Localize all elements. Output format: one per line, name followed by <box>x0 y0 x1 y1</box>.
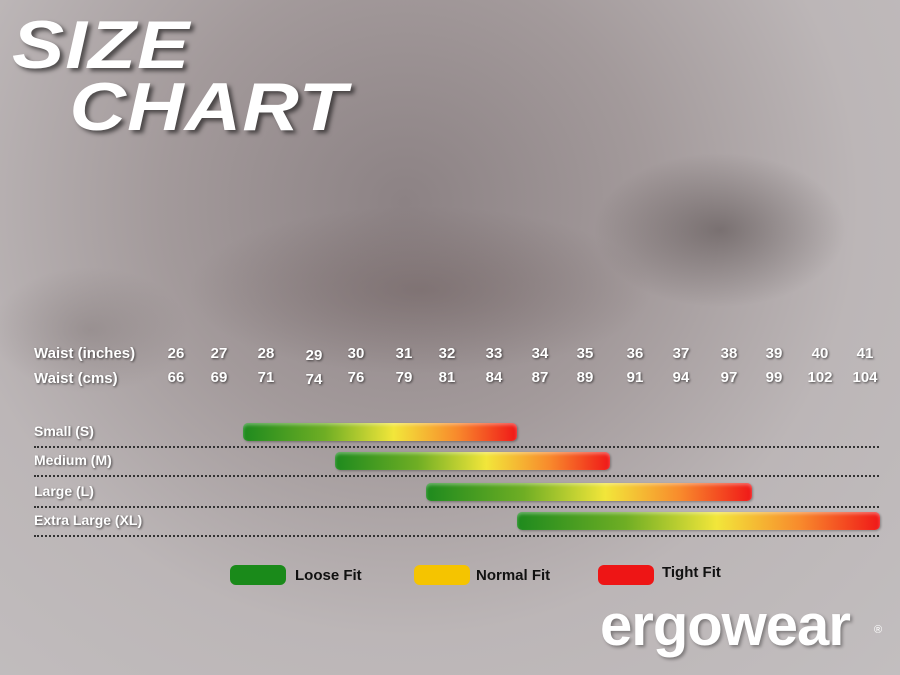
waist-cms-label: Waist (cms) <box>34 370 118 387</box>
registered-mark: ® <box>874 624 883 636</box>
waist-inches-value: 34 <box>531 345 549 362</box>
page-title: SIZE CHART <box>12 7 348 145</box>
size-label: Medium (M) <box>34 452 112 468</box>
size-bar <box>425 483 752 501</box>
legend-swatch <box>598 565 654 585</box>
size-label: Small (S) <box>34 423 94 439</box>
waist-cms-value: 66 <box>167 369 185 386</box>
row-divider <box>34 475 879 477</box>
legend-label: Normal Fit <box>476 567 551 584</box>
waist-inches-value: 26 <box>167 345 185 362</box>
waist-inches-value: 30 <box>347 345 365 362</box>
waist-cms-value: 94 <box>672 369 690 386</box>
waist-cms-value: 97 <box>720 369 738 386</box>
size-bar <box>335 452 610 470</box>
row-divider <box>34 506 879 508</box>
ergowear-logo: ergowear <box>600 593 851 658</box>
waist-cms-value: 69 <box>210 369 228 386</box>
size-bar <box>517 512 880 530</box>
waist-cms-value: 102 <box>807 369 833 386</box>
waist-inches-value: 31 <box>395 345 413 362</box>
waist-inches-value: 27 <box>210 345 228 362</box>
waist-inches-value: 36 <box>626 345 644 362</box>
size-bar <box>242 423 517 441</box>
legend-swatch <box>414 565 470 585</box>
waist-cms-value: 104 <box>852 369 878 386</box>
waist-cms-value: 81 <box>438 369 456 386</box>
waist-inches-value: 39 <box>765 345 783 362</box>
waist-cms-value: 71 <box>257 369 275 386</box>
row-divider <box>34 535 879 537</box>
legend-label: Tight Fit <box>662 564 721 581</box>
waist-inches-value: 35 <box>576 345 594 362</box>
waist-inches-value: 38 <box>720 345 738 362</box>
waist-inches-value: 41 <box>856 345 874 362</box>
row-divider <box>34 446 879 448</box>
waist-inches-value: 32 <box>438 345 456 362</box>
waist-inches-value: 37 <box>672 345 690 362</box>
waist-cms-value: 87 <box>531 369 549 386</box>
waist-cms-value: 89 <box>576 369 594 386</box>
legend-label: Loose Fit <box>295 567 362 584</box>
waist-cms-value: 99 <box>765 369 783 386</box>
size-label: Large (L) <box>34 483 94 499</box>
waist-cms-value: 79 <box>395 369 413 386</box>
legend-swatch <box>230 565 286 585</box>
waist-cms-value: 91 <box>626 369 644 386</box>
waist-inches-value: 33 <box>485 345 503 362</box>
waist-cms-value: 76 <box>347 369 365 386</box>
size-label: Extra Large (XL) <box>34 512 143 528</box>
waist-inches-value: 40 <box>811 345 829 362</box>
waist-inches-value: 28 <box>257 345 275 362</box>
waist-inches-value: 29 <box>305 347 323 364</box>
waist-cms-value: 84 <box>485 369 503 386</box>
waist-inches-label: Waist (inches) <box>34 345 136 362</box>
waist-cms-value: 74 <box>305 371 323 388</box>
title-line-1: SIZE <box>12 7 191 83</box>
title-line-2: CHART <box>69 69 348 145</box>
